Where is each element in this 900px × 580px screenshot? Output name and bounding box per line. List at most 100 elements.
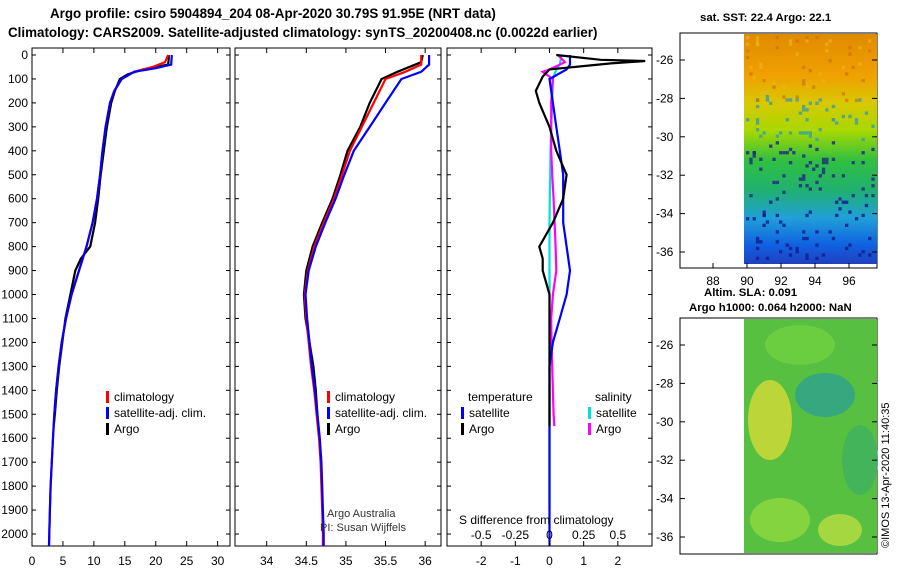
sst-pixel [805, 118, 809, 122]
argo-height-title: Argo h1000: 0.064 h2000: NaN [689, 302, 852, 314]
sst-pixel [752, 154, 756, 158]
lat-tick-label: -36 [656, 245, 674, 259]
sst-pixel [752, 151, 756, 155]
sst-pixel [749, 157, 753, 161]
sst-pixel [788, 39, 793, 43]
sst-pixel [858, 253, 862, 257]
sst-pixel [812, 167, 816, 171]
sst-pixel [815, 36, 819, 40]
sst-pixel [746, 217, 750, 221]
sst-pixel [848, 243, 852, 247]
sst-pixel [808, 187, 812, 191]
sst-pixel [755, 36, 760, 40]
sst-pixel [864, 111, 869, 115]
sst-pixel [802, 230, 806, 234]
legend-label-temp-satellite: satellite [469, 406, 510, 420]
series-line-salinity-argo [540, 54, 567, 427]
credit-pi: PI: Susan Wijffels [320, 522, 406, 534]
salinity-axes-frame [234, 47, 442, 547]
sst-pixel [802, 82, 806, 86]
legend-swatch-argo [327, 423, 330, 435]
depth-tick-label: 1900 [1, 503, 28, 517]
sst-pixel [755, 42, 760, 46]
temperature-ticks: 0100200300400500600700800900100011001200… [1, 48, 230, 568]
sst-pixel [749, 65, 753, 69]
sst-pixel [841, 200, 845, 204]
lat-tick-label: -30 [656, 415, 674, 429]
sst-pixel [759, 134, 763, 138]
series-line-satellite-adj-clim- [47, 54, 173, 546]
difference-ticks: -2 -1 0 1 2 -0.5 -0.25 0 0.25 0.5 [447, 48, 652, 568]
legend-label-temp-argo: Argo [469, 422, 495, 436]
altimetry-title: Altim. SLA: 0.091 [704, 287, 798, 299]
sst-pixel [818, 72, 822, 76]
sst-pixel [808, 161, 812, 165]
sst-pixel [762, 210, 766, 214]
sst-pixel [861, 187, 865, 191]
sla-blob-high [748, 380, 792, 460]
sst-pixel [821, 170, 826, 175]
sst-pixel [749, 194, 753, 198]
sst-pixel [775, 134, 779, 138]
lon-tick-label: 90 [740, 274, 754, 288]
legend-swatch-argo [106, 423, 109, 435]
sst-pixel [802, 177, 806, 181]
sst-pixel [759, 157, 763, 161]
lat-tick-label: -32 [656, 453, 674, 467]
depth-tick-label: 300 [8, 120, 28, 134]
sst-pixel [805, 164, 809, 168]
legend-swatch-temp-satellite [461, 407, 464, 419]
sst-pixel [759, 65, 763, 69]
sst-pixel [868, 49, 872, 53]
sst-pixel [765, 95, 770, 99]
sst-pixel [775, 197, 779, 201]
sst-pixel [798, 177, 803, 181]
sst-pixel [765, 256, 770, 260]
legend-swatch-satellite-adj [327, 407, 330, 419]
x-tick-label: 25 [180, 554, 194, 568]
sst-pixel [772, 180, 776, 185]
legend-label-sal-argo: Argo [596, 422, 622, 436]
sst-pixel [825, 108, 829, 112]
x-tick-label: 20 [149, 554, 163, 568]
sst-pixel [802, 174, 806, 178]
depth-tick-label: 400 [8, 144, 28, 158]
sst-pixel [779, 151, 783, 155]
sst-pixel [845, 223, 849, 227]
sst-pixel [848, 52, 852, 56]
sst-pixel [848, 45, 852, 50]
depth-tick-label: 1400 [1, 383, 28, 397]
sst-pixel [802, 104, 806, 109]
x-tick-label: 30 [211, 554, 225, 568]
temperature-legend: climatology satellite-adj. clim. Argo [106, 390, 206, 436]
sst-pixel [815, 243, 819, 247]
lat-tick-label: -26 [656, 53, 674, 67]
depth-tick-label: 2000 [1, 527, 28, 541]
sst-pixel [788, 98, 793, 102]
sst-pixel [785, 98, 789, 102]
x-tick-label: 0 [29, 554, 36, 568]
sst-pixel [779, 131, 783, 135]
sst-pixel [805, 39, 809, 43]
depth-tick-label: 800 [8, 240, 28, 254]
depth-tick-label: 200 [8, 96, 28, 110]
sst-pixel [782, 174, 786, 178]
sla-blob-southeast [818, 514, 862, 546]
sst-pixel [755, 128, 760, 132]
sst-pixel [815, 147, 819, 152]
sst-pixel [795, 250, 799, 254]
legend-swatch-satellite-adj [106, 407, 109, 419]
sst-pixel [802, 78, 806, 83]
sst-pixel [785, 243, 789, 247]
legend-label-satellite-adj: satellite-adj. clim. [114, 406, 206, 420]
sst-pixel [808, 134, 812, 138]
legend-swatch-sal-satellite [588, 407, 591, 419]
lat-tick-label: -30 [656, 130, 674, 144]
depth-tick-label: 600 [8, 192, 28, 206]
legend-swatch-temp-argo [461, 423, 464, 435]
sst-pixel [868, 236, 872, 241]
sst-pixel [868, 39, 872, 43]
sst-pixel [808, 69, 812, 73]
sst-pixel [815, 101, 819, 105]
